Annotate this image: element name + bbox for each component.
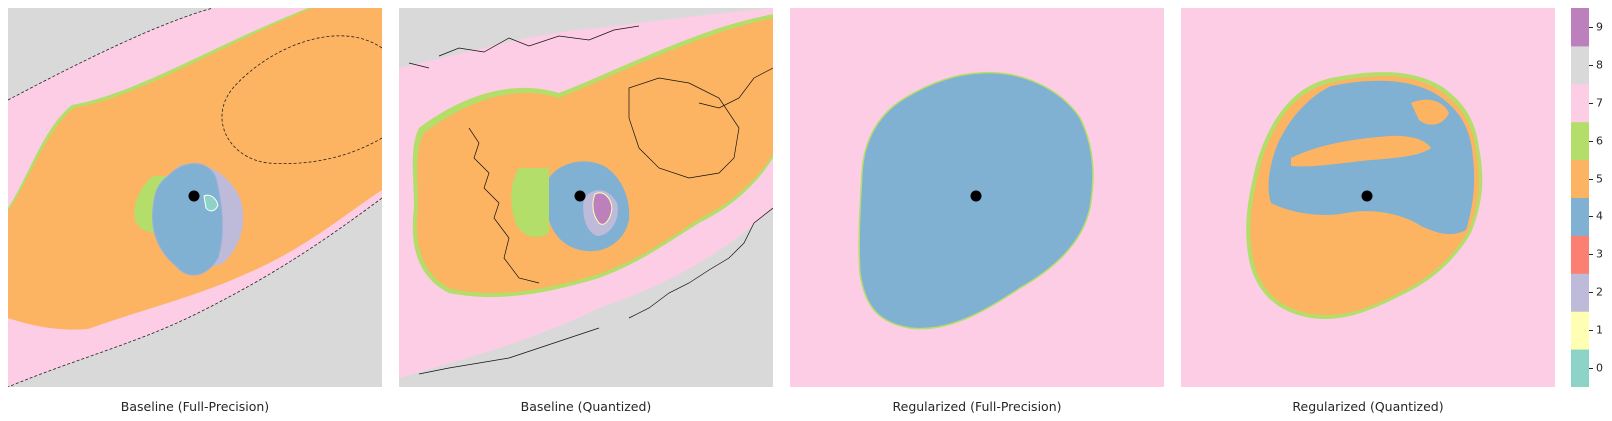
region-class-9: [592, 192, 613, 225]
region-class-5-left: [511, 168, 549, 238]
panel-baseline-full-precision: [8, 8, 382, 387]
colorbar-tick-mark: [1589, 368, 1593, 370]
colorbar-tick-mark: [1589, 26, 1593, 28]
colorbar-tick-mark: [1589, 330, 1593, 332]
colorbar-tick-mark: [1589, 254, 1593, 256]
contour-line-outer: [8, 8, 382, 387]
colorbar-swatch-3: [1571, 235, 1589, 274]
colorbar-tick-mark: [1589, 216, 1593, 218]
contour-line-inner: [221, 35, 382, 164]
colorbar-tick-label: 6: [1596, 134, 1603, 148]
panel-title-4: Regularized (Quantized): [1292, 399, 1444, 414]
center-point: [970, 190, 982, 202]
colorbar-tick-mark: [1589, 102, 1593, 104]
colorbar-tick-mark: [1589, 178, 1593, 180]
decision-map-3: [790, 8, 1164, 387]
contour-line-noise-bottom: [418, 207, 773, 375]
region-class-4: [151, 163, 223, 276]
center-point: [1361, 190, 1373, 202]
colorbar-tick-label: 3: [1596, 247, 1603, 261]
region-class-5-patch: [1411, 99, 1449, 125]
decision-map-1: [8, 8, 382, 387]
colorbar-swatches: [1571, 8, 1589, 388]
colorbar-swatch-9: [1571, 8, 1589, 47]
colorbar-swatch-6: [1571, 121, 1589, 161]
colorbar-tick-label: 2: [1596, 285, 1603, 299]
panel-baseline-quantized: [399, 8, 773, 387]
colorbar-swatch-7: [1571, 83, 1589, 123]
colorbar-tick-mark: [1589, 140, 1593, 142]
decision-map-4: [1181, 8, 1555, 387]
colorbar-swatch-5: [1571, 159, 1589, 198]
panel-title-2: Baseline (Quantized): [520, 399, 652, 414]
center-point: [574, 190, 586, 202]
decision-map-2: [399, 8, 773, 387]
panel-title-3: Regularized (Full-Precision): [892, 399, 1062, 414]
region-class-5-inner: [416, 18, 773, 294]
colorbar-tick-label: 1: [1596, 323, 1603, 337]
colorbar-tick-label: 9: [1596, 20, 1603, 34]
colorbar-swatch-0: [1571, 349, 1589, 388]
contour-line-noise-mid: [468, 77, 740, 284]
colorbar-tick-label: 8: [1596, 58, 1603, 72]
panel-title-1: Baseline (Full-Precision): [120, 399, 270, 414]
colorbar-swatch-2: [1571, 273, 1589, 312]
colorbar-swatch-4: [1571, 197, 1589, 236]
colorbar-tick-label: 5: [1596, 172, 1603, 186]
colorbar-swatch-8: [1571, 45, 1589, 85]
contour-line-noise-top: [408, 25, 773, 109]
colorbar-swatch-1: [1571, 311, 1589, 350]
colorbar: [1571, 8, 1589, 388]
colorbar-tick-label: 4: [1596, 209, 1603, 223]
region-class-5-band: [1291, 135, 1431, 167]
colorbar-tick-label: 7: [1596, 96, 1603, 110]
center-point: [188, 190, 200, 202]
colorbar-tick-mark: [1589, 64, 1593, 66]
panel-regularized-quantized: [1181, 8, 1555, 387]
colorbar-ticks: 0 1 2 3 4 5 6 7 8 9: [1589, 8, 1612, 387]
colorbar-tick-label: 0: [1596, 361, 1603, 375]
colorbar-tick-mark: [1589, 292, 1593, 294]
panel-regularized-full-precision: [790, 8, 1164, 387]
region-class-0: [203, 194, 219, 212]
